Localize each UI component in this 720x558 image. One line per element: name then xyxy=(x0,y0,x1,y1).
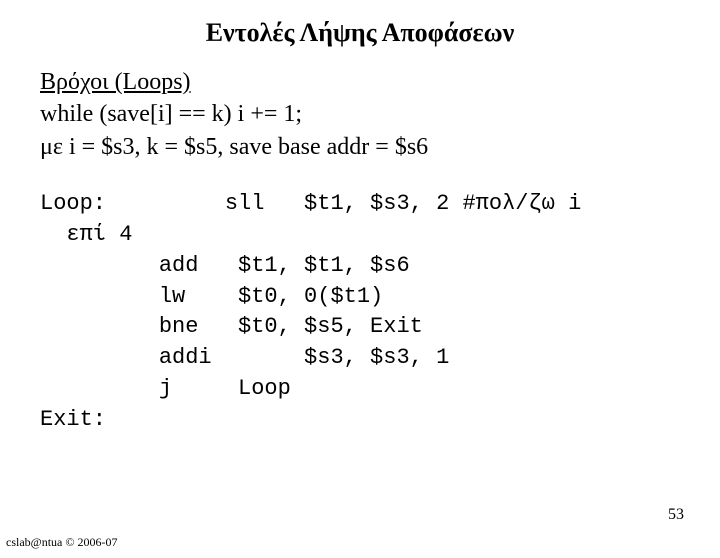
code-line-2: με i = $s3, k = $s5, save base addr = $s… xyxy=(40,131,680,163)
page-title: Εντολές Λήψης Αποφάσεων xyxy=(0,18,720,48)
page-number: 53 xyxy=(668,506,684,524)
assembly-code: Loop: sll $t1, $s3, 2 #πολ/ζω i επί 4 ad… xyxy=(40,189,680,435)
content-block: Βρόχοι (Loops) while (save[i] == k) i +=… xyxy=(40,66,680,436)
code-line-1: while (save[i] == k) i += 1; xyxy=(40,98,680,130)
section-heading: Βρόχοι (Loops) xyxy=(40,66,680,98)
footer-text: cslab@ntua © 2006-07 xyxy=(6,535,117,550)
